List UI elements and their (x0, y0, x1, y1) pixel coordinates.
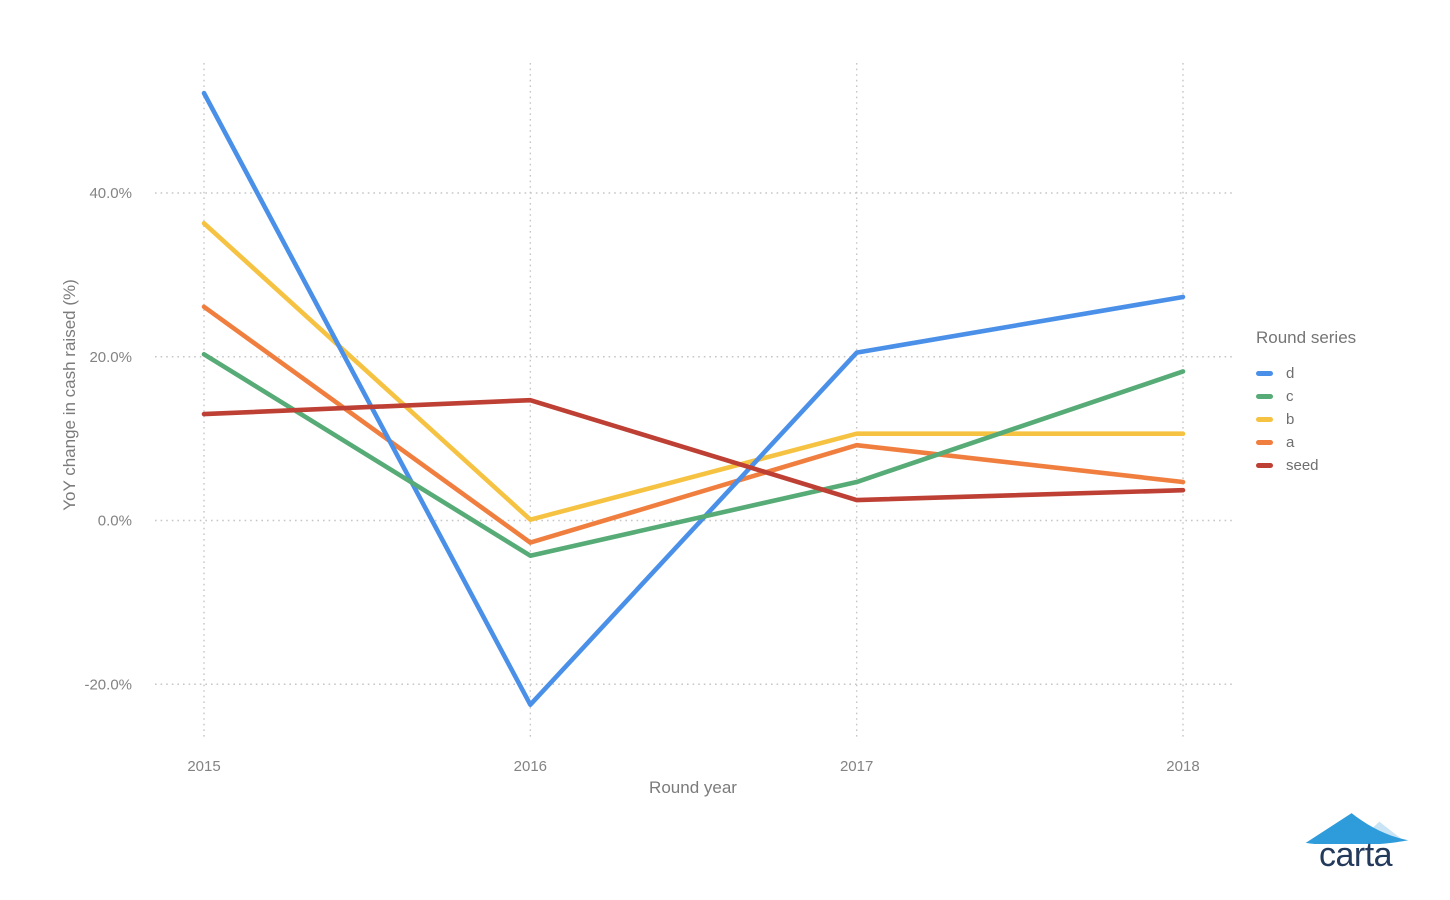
series-line-b (201, 220, 1186, 522)
x-axis-title: Round year (649, 778, 737, 797)
legend-swatch-seed (1256, 463, 1273, 468)
carta-wordmark: carta (1319, 836, 1393, 874)
series-line-c (201, 351, 1186, 559)
legend-swatch-d (1256, 371, 1273, 376)
y-tick-label: 20.0% (89, 349, 132, 366)
carta-logo: carta (1304, 812, 1412, 878)
y-tick-label: 0.0% (98, 513, 132, 530)
legend-items: d c b a seed (1256, 362, 1356, 477)
y-axis-title: YoY change in cash raised (%) (60, 279, 79, 511)
legend-item-label: d (1286, 365, 1295, 382)
x-tick-label: 2018 (1166, 758, 1199, 775)
legend-item-label: b (1286, 411, 1295, 428)
series-line-seed (201, 397, 1186, 503)
legend-item-label: a (1286, 434, 1295, 451)
legend-item-c: c (1256, 385, 1356, 408)
legend-item-label: seed (1286, 457, 1319, 474)
y-tick-label: -20.0% (84, 676, 132, 693)
legend-title: Round series (1256, 328, 1357, 347)
legend-swatch-a (1256, 440, 1273, 445)
legend-item-a: a (1256, 431, 1356, 454)
legend-item-seed: seed (1256, 454, 1356, 477)
series-line-d (201, 90, 1186, 708)
legend-item-d: d (1256, 362, 1356, 385)
x-tick-label: 2015 (187, 758, 220, 775)
x-tick-label: 2017 (840, 758, 873, 775)
legend-swatch-b (1256, 417, 1273, 422)
legend-item-label: c (1286, 388, 1294, 405)
series-line-a (201, 304, 1186, 545)
legend-swatch-c (1256, 394, 1273, 399)
x-tick-label: 2016 (514, 758, 547, 775)
y-tick-label: 40.0% (89, 185, 132, 202)
legend-item-b: b (1256, 408, 1356, 431)
legend: Round series d c b a seed (1256, 328, 1356, 477)
carta-mountain-icon (1305, 813, 1409, 846)
